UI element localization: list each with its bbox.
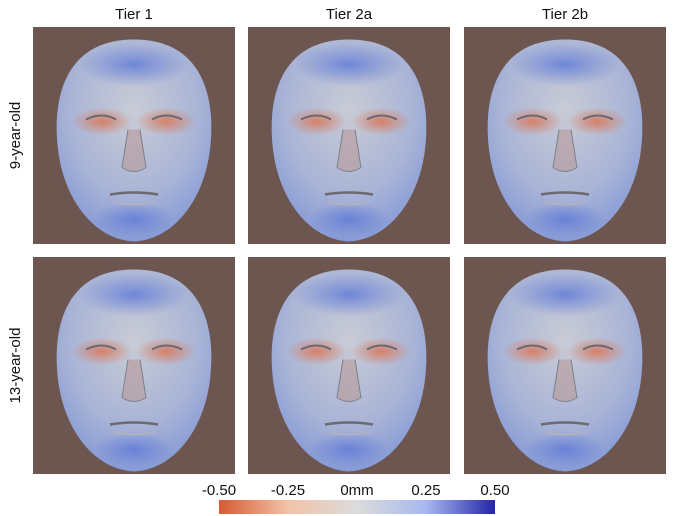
mouth xyxy=(324,421,374,426)
mouth xyxy=(540,191,590,196)
mouth xyxy=(324,191,374,196)
colorbar xyxy=(219,500,495,514)
mouth xyxy=(109,191,159,196)
column-label: Tier 1 xyxy=(115,6,153,23)
eye-region xyxy=(72,337,132,366)
cool-area xyxy=(294,272,404,317)
face xyxy=(487,39,643,242)
eye-region xyxy=(136,337,196,366)
nose xyxy=(336,129,362,172)
column-label: Tier 2b xyxy=(542,6,588,23)
eye xyxy=(151,344,183,351)
cool-area xyxy=(79,42,189,87)
eye xyxy=(516,114,548,121)
face xyxy=(271,269,427,472)
face xyxy=(271,39,427,242)
cool-area xyxy=(309,201,389,238)
panels xyxy=(33,27,666,474)
mouth xyxy=(540,421,590,426)
colorbar-tick-label: 0.50 xyxy=(480,482,509,499)
nose xyxy=(336,359,362,402)
cool-area xyxy=(94,431,174,468)
eye-region xyxy=(567,107,627,136)
eye xyxy=(151,114,183,121)
colorbar-tick-label: 0mm xyxy=(340,482,373,499)
eye-region xyxy=(503,107,563,136)
face xyxy=(56,269,212,472)
eye xyxy=(300,114,332,121)
cool-area xyxy=(525,201,605,238)
face xyxy=(56,39,212,242)
column-label: Tier 2a xyxy=(326,6,373,23)
eye-region xyxy=(567,337,627,366)
eye xyxy=(85,344,117,351)
cool-area xyxy=(94,201,174,238)
lip xyxy=(328,200,370,206)
eye-region xyxy=(287,107,347,136)
colorbar-tick-label: 0.25 xyxy=(411,482,440,499)
cool-area xyxy=(510,272,620,317)
lip xyxy=(113,430,155,436)
mouth xyxy=(109,421,159,426)
cool-area xyxy=(294,42,404,87)
eye-region xyxy=(351,337,411,366)
eye xyxy=(582,114,614,121)
lip xyxy=(544,430,586,436)
eye xyxy=(516,344,548,351)
eye xyxy=(300,344,332,351)
cool-area xyxy=(510,42,620,87)
lip xyxy=(328,430,370,436)
nose xyxy=(552,129,578,172)
eye xyxy=(366,114,398,121)
lip xyxy=(544,200,586,206)
row-label: 13-year-old xyxy=(7,328,24,404)
lip xyxy=(113,200,155,206)
cool-area xyxy=(309,431,389,468)
face xyxy=(487,269,643,472)
eye-region xyxy=(351,107,411,136)
eye-region xyxy=(136,107,196,136)
eye-region xyxy=(503,337,563,366)
cool-area xyxy=(525,431,605,468)
eye-region xyxy=(72,107,132,136)
row-label: 9-year-old xyxy=(7,102,24,170)
eye xyxy=(582,344,614,351)
nose xyxy=(121,359,147,402)
eye-region xyxy=(287,337,347,366)
nose xyxy=(552,359,578,402)
nose xyxy=(121,129,147,172)
eye xyxy=(85,114,117,121)
eye xyxy=(366,344,398,351)
colorbar-tick-label: -0.50 xyxy=(202,482,236,499)
cool-area xyxy=(79,272,189,317)
colorbar-tick-label: -0.25 xyxy=(271,482,305,499)
